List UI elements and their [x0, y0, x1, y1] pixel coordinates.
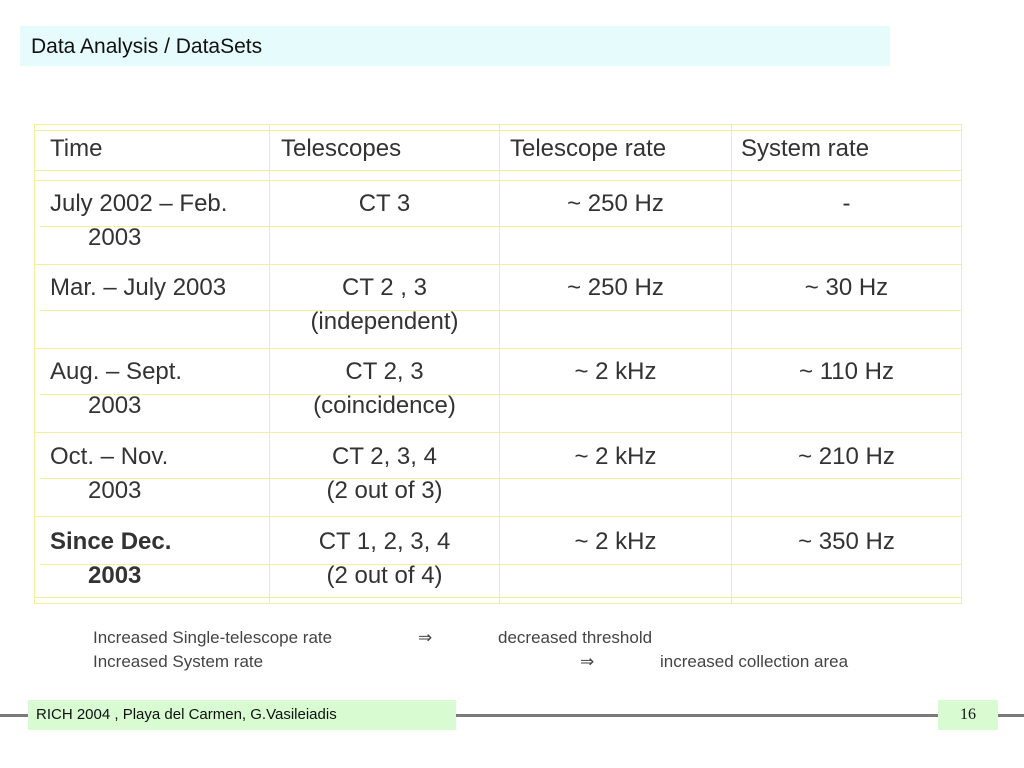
- implies-arrow-icon: ⇒: [418, 628, 433, 647]
- slide-title: Data Analysis / DataSets: [31, 35, 263, 58]
- time-line-1: Since Dec.: [50, 528, 172, 555]
- row-divider: [34, 170, 962, 171]
- time-line-1: Oct. – Nov.: [50, 443, 169, 470]
- table-cell-time: Aug. – Sept. 2003: [50, 355, 182, 423]
- page-number-box: 16: [938, 700, 998, 730]
- telescopes-line-1: CT 2, 3, 4: [332, 443, 437, 470]
- table-cell-time: Since Dec. 2003: [50, 525, 171, 593]
- row-divider: [34, 348, 962, 349]
- table-cell-telescope-rate: ~ 2 kHz: [574, 443, 657, 470]
- row-divider: [40, 226, 961, 227]
- note-effect-2: increased collection area: [660, 652, 849, 671]
- table-cell-time: July 2002 – Feb. 2003: [50, 187, 227, 255]
- column-divider: [499, 124, 500, 604]
- footer-text: RICH 2004 , Playa del Carmen, G.Vasileia…: [36, 706, 337, 723]
- time-line-1: Aug. – Sept.: [50, 358, 183, 385]
- row-divider: [40, 310, 961, 311]
- row-divider: [34, 516, 962, 517]
- note-cause-1: Increased Single-telescope rate: [93, 628, 333, 647]
- telescopes-line-2: (coincidence): [313, 392, 456, 419]
- column-divider: [269, 124, 270, 604]
- telescopes-line-2: (2 out of 3): [326, 477, 443, 504]
- table-cell-telescope-rate: ~ 250 Hz: [567, 190, 664, 217]
- row-divider: [34, 264, 962, 265]
- time-line-2: 2003: [88, 477, 142, 504]
- time-line-2: 2003: [88, 562, 142, 589]
- slide-title-bar: Data Analysis / DataSets: [20, 26, 890, 66]
- note-effect-1: decreased threshold: [498, 628, 653, 647]
- header-telescope-rate: Telescope rate: [510, 135, 667, 162]
- row-divider: [34, 597, 962, 598]
- data-table: [34, 124, 962, 604]
- table-cell-system-rate: ~ 350 Hz: [798, 528, 895, 555]
- time-line-1: Mar. – July 2003: [50, 274, 227, 301]
- footer-rule: [0, 714, 1024, 717]
- row-divider: [40, 394, 961, 395]
- table-cell-system-rate: ~ 30 Hz: [804, 274, 889, 301]
- row-divider: [40, 478, 961, 479]
- time-line-2: 2003: [88, 224, 142, 251]
- time-line-1: July 2002 – Feb.: [50, 190, 228, 217]
- table-cell-system-rate: ~ 110 Hz: [799, 358, 894, 385]
- column-divider: [731, 124, 732, 604]
- table-cell-telescopes: CT 2, 3 (coincidence): [270, 355, 499, 423]
- table-cell-time: Mar. – July 2003: [50, 271, 226, 305]
- table-cell-telescopes: CT 2 , 3 (independent): [270, 271, 499, 339]
- footer-label-box: RICH 2004 , Playa del Carmen, G.Vasileia…: [28, 700, 456, 730]
- row-divider: [34, 432, 962, 433]
- implies-arrow-icon: ⇒: [580, 652, 595, 671]
- telescopes-line-1: CT 2, 3: [345, 358, 424, 385]
- table-cell-system-rate: ~ 210 Hz: [798, 443, 895, 470]
- row-divider: [34, 180, 962, 181]
- note-cause-2: Increased System rate: [93, 652, 264, 671]
- header-system-rate: System rate: [741, 135, 870, 162]
- header-telescopes: Telescopes: [281, 135, 402, 162]
- row-divider: [40, 564, 961, 565]
- page-number: 16: [960, 706, 976, 723]
- table-cell-telescopes: CT 1, 2, 3, 4 (2 out of 4): [270, 525, 499, 593]
- telescopes-line-1: CT 3: [358, 190, 411, 217]
- table-cell-telescope-rate: ~ 250 Hz: [567, 274, 664, 301]
- time-line-2: 2003: [88, 392, 142, 419]
- table-cell-telescope-rate: ~ 2 kHz: [574, 358, 657, 385]
- table-cell-telescope-rate: ~ 2 kHz: [574, 528, 657, 555]
- telescopes-line-2: (independent): [310, 308, 459, 335]
- table-cell-telescopes: CT 2, 3, 4 (2 out of 3): [270, 440, 499, 508]
- table-cell-time: Oct. – Nov. 2003: [50, 440, 168, 508]
- row-divider: [34, 130, 962, 131]
- telescopes-line-2: (2 out of 4): [326, 562, 443, 589]
- header-time: Time: [50, 135, 103, 162]
- telescopes-line-1: CT 1, 2, 3, 4: [318, 528, 451, 555]
- telescopes-line-1: CT 2 , 3: [342, 274, 427, 301]
- table-cell-system-rate: -: [842, 190, 851, 217]
- table-cell-telescopes: CT 3: [270, 187, 499, 221]
